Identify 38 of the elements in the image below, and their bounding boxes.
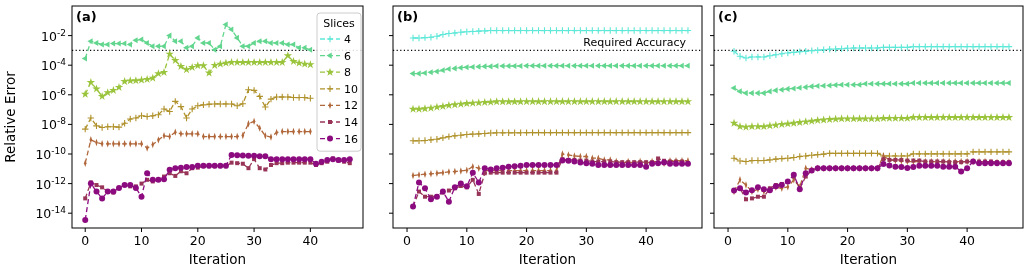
x-tick-label: 30	[899, 233, 916, 248]
chart-title: (b)	[397, 9, 419, 24]
chart-title: (a)	[76, 9, 97, 24]
y-tick-label: 10$^{-14}$	[35, 205, 67, 222]
legend-label: 14	[344, 116, 358, 129]
chart-title: (c)	[718, 9, 738, 24]
x-tick-label: 10	[779, 233, 796, 248]
y-tick-label: 10$^{-10}$	[35, 146, 67, 162]
x-tick-label: 40	[959, 233, 976, 248]
x-axis-title: Iteration	[839, 251, 898, 267]
legend-label: 8	[344, 66, 351, 80]
y-tick-label: 10$^{-6}$	[41, 86, 67, 103]
ref-line-label: Required Accuracy	[583, 36, 687, 50]
legend-label: 4	[344, 33, 351, 46]
x-tick-label: 10	[133, 233, 150, 248]
y-tick-label: 10$^{-4}$	[41, 57, 67, 74]
x-tick-label: 0	[403, 233, 412, 248]
x-tick-label: 20	[518, 233, 535, 248]
legend-title: Slices	[323, 17, 356, 30]
legend-label: 12	[344, 99, 358, 113]
y-tick-label: 10$^{-8}$	[41, 116, 67, 133]
x-axis-title: Iteration	[188, 251, 247, 267]
x-tick-label: 20	[189, 233, 206, 248]
x-tick-label: 40	[302, 233, 319, 248]
x-tick-label: 20	[839, 233, 856, 248]
x-tick-label: 40	[638, 233, 655, 248]
y-axis-title: Relative Error	[2, 70, 18, 163]
x-tick-label: 30	[246, 233, 263, 248]
y-tick-label: 10$^{-2}$	[41, 27, 66, 44]
y-tick-label: 10$^{-12}$	[35, 175, 66, 192]
legend-label: 10	[344, 82, 358, 96]
legend-label: 16	[344, 132, 358, 146]
x-tick-label: 0	[81, 233, 90, 248]
legend-label: 6	[344, 49, 351, 63]
x-tick-label: 30	[578, 233, 595, 248]
x-axis-title: Iteration	[518, 251, 577, 267]
x-tick-label: 0	[724, 233, 733, 248]
x-tick-label: 10	[458, 233, 475, 248]
